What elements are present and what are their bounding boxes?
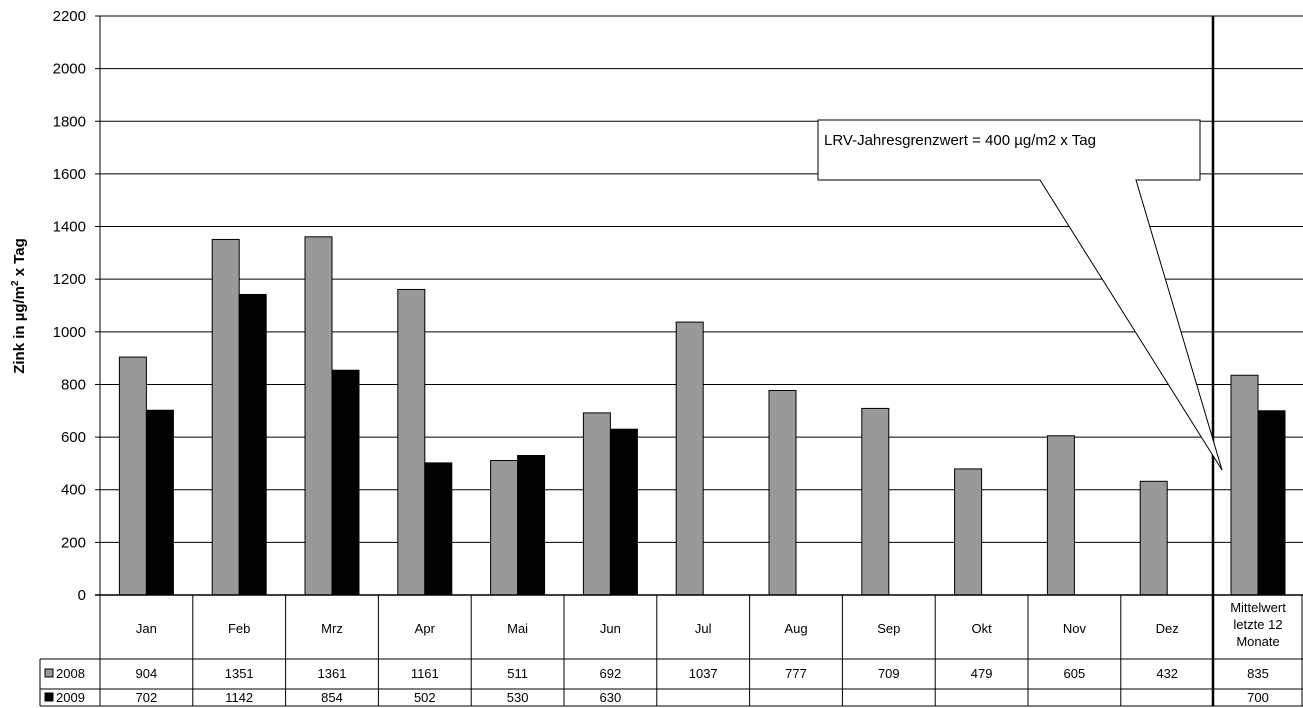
legend-label: 2008 bbox=[56, 666, 85, 681]
bar bbox=[861, 407, 890, 596]
y-tick-label: 1200 bbox=[53, 271, 86, 288]
data-table-cell: 1037 bbox=[689, 666, 718, 681]
y-axis-label-part: Zink in µg/m bbox=[11, 286, 28, 374]
bars bbox=[118, 236, 1286, 596]
bar bbox=[331, 369, 360, 596]
callout-box bbox=[817, 119, 1223, 471]
x-tick-label: Apr bbox=[415, 621, 436, 636]
bar bbox=[211, 238, 240, 596]
data-table-cell: 511 bbox=[507, 666, 528, 681]
y-tick-label: 1400 bbox=[53, 219, 86, 236]
callout-text: LRV-Jahresgrenzwert = 400 µg/m2 x Tag bbox=[824, 132, 1096, 149]
data-table-cell: 432 bbox=[1156, 666, 1178, 681]
bar bbox=[304, 236, 333, 596]
data-table-cell: 1361 bbox=[318, 666, 347, 681]
x-tick-label: Jul bbox=[695, 621, 712, 636]
bar bbox=[675, 321, 704, 596]
bar bbox=[1046, 435, 1075, 596]
data-table-cell: 777 bbox=[785, 666, 807, 681]
y-tick-label: 200 bbox=[61, 534, 86, 551]
y-tick-label: 1800 bbox=[53, 113, 86, 130]
bar bbox=[582, 412, 611, 596]
legend-label: 2009 bbox=[56, 690, 85, 705]
x-tick-label: Mittelwert letzte 12 Monate bbox=[1230, 600, 1286, 649]
bar bbox=[1230, 374, 1259, 596]
x-tick-label: Mai bbox=[507, 621, 528, 636]
legend-swatch bbox=[44, 668, 54, 678]
bar bbox=[768, 390, 797, 596]
data-table-cell: 630 bbox=[600, 690, 622, 705]
x-tick-label: Okt bbox=[971, 621, 992, 636]
data-table-cell: 700 bbox=[1247, 690, 1269, 705]
bar bbox=[145, 409, 174, 596]
bar bbox=[238, 293, 267, 596]
bar bbox=[1139, 480, 1168, 596]
x-tick-label-line: Mittelwert bbox=[1230, 600, 1286, 615]
data-table-cell: 605 bbox=[1064, 666, 1086, 681]
y-tick-label: 1600 bbox=[53, 166, 86, 183]
axes bbox=[95, 15, 1303, 706]
data-table-cell: 530 bbox=[507, 690, 529, 705]
x-tick-label-line: letzte 12 bbox=[1233, 617, 1282, 632]
bar bbox=[490, 460, 519, 596]
y-tick-label: 2000 bbox=[53, 61, 86, 78]
legend-swatch bbox=[44, 692, 54, 702]
y-tick-label: 2200 bbox=[53, 8, 86, 25]
annotations: LRV-Jahresgrenzwert = 400 µg/m2 x Tag bbox=[817, 119, 1223, 471]
x-tick-label: Jan bbox=[136, 621, 157, 636]
y-tick-labels: 0 200 400 600 800 1000 1200 1400 1600 1800 2000 220… bbox=[53, 8, 86, 604]
x-tick-label: Feb bbox=[228, 621, 250, 636]
bar bbox=[424, 462, 453, 596]
data-table-cell: 835 bbox=[1247, 666, 1269, 681]
data-table-cell: 854 bbox=[321, 690, 343, 705]
data-table-cell: 1142 bbox=[225, 690, 253, 705]
y-axis-label: Zink in µg/m2 x Tag bbox=[10, 238, 28, 374]
y-tick-label: 1000 bbox=[53, 324, 86, 341]
y-axis-label-part: x Tag bbox=[11, 238, 28, 280]
data-table-cell: 1161 bbox=[411, 666, 439, 681]
data-table: Jan Feb Mrz Apr Mai Jun Jul Aug Sep Okt Nov Dez Mitt… bbox=[39, 595, 1303, 707]
data-table-cell: 709 bbox=[878, 666, 900, 681]
y-tick-label: 400 bbox=[61, 482, 86, 499]
x-tick-label: Sep bbox=[877, 621, 900, 636]
data-table-cell: 702 bbox=[136, 690, 158, 705]
y-tick-label: 0 bbox=[78, 587, 86, 604]
y-tick-label: 600 bbox=[61, 429, 86, 446]
y-axis-label-sup: 2 bbox=[10, 280, 21, 286]
bar bbox=[609, 428, 638, 596]
x-tick-label: Nov bbox=[1063, 621, 1087, 636]
bar bbox=[397, 288, 426, 596]
data-table-cell: 479 bbox=[971, 666, 993, 681]
y-tick-label: 800 bbox=[61, 376, 86, 393]
bar bbox=[517, 455, 546, 596]
data-table-cell: 502 bbox=[414, 690, 436, 705]
x-tick-label: Jun bbox=[600, 621, 621, 636]
bar bbox=[954, 468, 983, 596]
data-table-cell: 692 bbox=[600, 666, 622, 681]
x-tick-label: Aug bbox=[784, 621, 807, 636]
bar bbox=[1257, 410, 1286, 596]
x-tick-label: Mrz bbox=[321, 621, 343, 636]
data-table-cell: 1351 bbox=[225, 666, 254, 681]
data-table-cell: 904 bbox=[136, 666, 158, 681]
x-tick-label-line: Monate bbox=[1236, 634, 1279, 649]
x-tick-label: Dez bbox=[1156, 621, 1179, 636]
bar bbox=[118, 356, 147, 596]
